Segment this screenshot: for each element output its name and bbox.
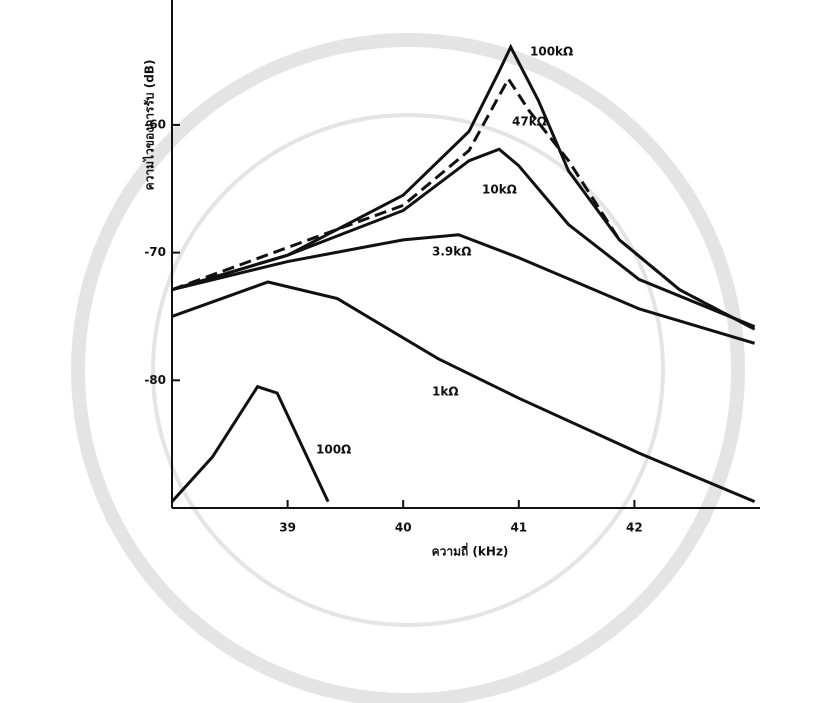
x-tick-label: 41 (510, 521, 527, 535)
series-label: 3.9kΩ (432, 245, 471, 259)
series-label: 100kΩ (530, 45, 573, 59)
series-line (172, 47, 755, 329)
watermark (78, 40, 738, 700)
series-label: 47kΩ (512, 115, 547, 129)
series-label: 1kΩ (432, 385, 459, 399)
chart: ความถี่ (kHz) ความไวของการรับ (dB) -60-7… (0, 0, 816, 703)
series-line (172, 282, 755, 502)
series-line (172, 387, 328, 502)
series-label: 100Ω (316, 443, 351, 457)
y-tick-label: -70 (144, 245, 166, 259)
x-tick-label: 39 (279, 521, 296, 535)
x-axis-label: ความถี่ (kHz) (432, 543, 509, 559)
y-tick-label: -80 (144, 373, 166, 387)
series-label: 10kΩ (482, 183, 517, 197)
y-tick-label: -60 (144, 117, 166, 131)
x-tick-label: 40 (395, 521, 412, 535)
x-tick-label: 42 (626, 521, 643, 535)
